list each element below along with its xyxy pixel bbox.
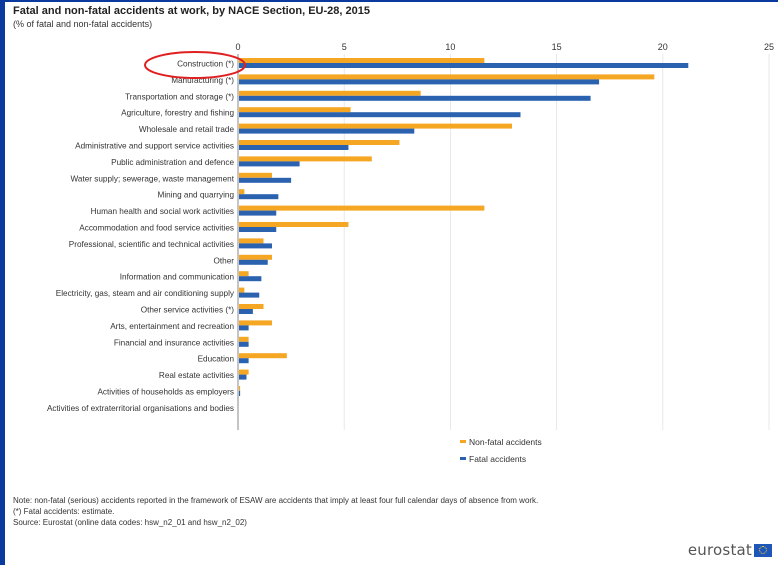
category-label: Information and communication bbox=[120, 273, 235, 282]
eu-flag-icon bbox=[754, 543, 772, 557]
category-label: Other service activities (*) bbox=[141, 306, 235, 315]
bar-fatal bbox=[239, 63, 689, 68]
bar-non-fatal bbox=[239, 58, 485, 63]
legend-swatch-non-fatal bbox=[460, 440, 466, 443]
category-label: Administrative and support service activ… bbox=[75, 142, 234, 151]
bar-non-fatal bbox=[239, 271, 249, 277]
bars bbox=[239, 58, 689, 396]
category-label: Real estate activities bbox=[159, 371, 234, 380]
bar-non-fatal bbox=[239, 304, 264, 309]
bar-non-fatal bbox=[239, 189, 245, 195]
bar-non-fatal bbox=[239, 386, 241, 391]
category-labels: Construction (*) Manufacturing (*) Transpo… bbox=[47, 60, 235, 413]
bar-fatal bbox=[239, 309, 253, 314]
chart-subtitle: (% of fatal and non-fatal accidents) bbox=[13, 19, 153, 29]
category-label: Arts, entertainment and recreation bbox=[110, 322, 234, 331]
bar-fatal bbox=[239, 227, 277, 232]
bar-fatal bbox=[239, 374, 247, 380]
bar-non-fatal bbox=[239, 90, 421, 96]
source-line: Source: Eurostat (online data codes: hsw… bbox=[13, 518, 247, 527]
bar-non-fatal bbox=[239, 107, 351, 113]
bar-fatal bbox=[239, 276, 262, 282]
bar-non-fatal bbox=[239, 287, 245, 293]
category-label: Professional, scientific and technical a… bbox=[69, 240, 234, 249]
legend-label-non-fatal: Non-fatal accidents bbox=[469, 437, 542, 447]
bar-fatal bbox=[239, 325, 249, 331]
bar-fatal bbox=[239, 161, 300, 167]
category-label: Public administration and defence bbox=[111, 158, 234, 167]
category-label: Construction (*) bbox=[177, 60, 234, 69]
construction-highlight-circle bbox=[144, 51, 246, 79]
category-label: Mining and quarrying bbox=[158, 191, 235, 200]
x-tick-label: 15 bbox=[552, 42, 562, 52]
notes: Note: non-fatal (serious) accidents repo… bbox=[13, 495, 538, 528]
bar-chart: 0 5 10 15 20 25 Construction (*) Manufacturing… bbox=[47, 42, 774, 464]
bar-fatal bbox=[239, 358, 249, 364]
category-label: Transportation and storage (*) bbox=[125, 92, 234, 101]
category-label: Manufacturing (*) bbox=[171, 76, 234, 85]
bar-non-fatal bbox=[239, 74, 655, 80]
bar-fatal bbox=[239, 210, 277, 216]
bar-non-fatal bbox=[239, 172, 272, 178]
x-tick-label: 20 bbox=[658, 42, 668, 52]
chart-panel: Fatal and non-fatal accidents at work, b… bbox=[5, 2, 778, 565]
eurostat-logo: eurostat bbox=[688, 541, 772, 559]
bar-fatal bbox=[239, 259, 268, 265]
bar-non-fatal bbox=[239, 369, 249, 375]
bar-non-fatal bbox=[239, 353, 287, 359]
x-tick-label: 5 bbox=[342, 42, 347, 52]
note-line: (*) Fatal accidents: estimate. bbox=[13, 507, 115, 516]
category-label: Electricity, gas, steam and air conditio… bbox=[56, 289, 235, 298]
x-tick-label: 0 bbox=[235, 42, 240, 52]
bar-fatal bbox=[239, 112, 521, 118]
legend: Non-fatal accidents Fatal accidents bbox=[460, 437, 542, 464]
category-label: Wholesale and retail trade bbox=[139, 125, 235, 134]
bar-fatal bbox=[239, 128, 415, 134]
category-label: Education bbox=[198, 355, 235, 364]
bar-fatal bbox=[239, 145, 349, 150]
category-label: Activities of extraterritorial organisat… bbox=[47, 404, 234, 413]
bar-fatal bbox=[239, 177, 292, 183]
bar-non-fatal bbox=[239, 254, 272, 260]
category-label: Activities of households as employers bbox=[97, 388, 234, 397]
bar-non-fatal bbox=[239, 336, 249, 342]
bar-fatal bbox=[239, 79, 600, 85]
bar-non-fatal bbox=[239, 222, 349, 227]
bar-fatal bbox=[239, 341, 249, 347]
bar-non-fatal bbox=[239, 123, 512, 129]
category-label: Accommodation and food service activitie… bbox=[79, 224, 234, 233]
category-label: Water supply; sewerage, waste management bbox=[70, 174, 234, 183]
bar-fatal bbox=[239, 194, 279, 200]
category-label: Other bbox=[214, 256, 235, 265]
category-label: Financial and insurance activities bbox=[114, 338, 234, 347]
chart-title: Fatal and non-fatal accidents at work, b… bbox=[13, 5, 370, 17]
note-line: Note: non-fatal (serious) accidents repo… bbox=[13, 496, 539, 505]
category-label: Human health and social work activities bbox=[91, 207, 234, 216]
bar-fatal bbox=[239, 391, 241, 396]
x-tick-label: 10 bbox=[445, 42, 455, 52]
legend-label-fatal: Fatal accidents bbox=[469, 454, 526, 464]
x-tick-label: 25 bbox=[764, 42, 774, 52]
bar-fatal bbox=[239, 243, 272, 249]
bar-fatal bbox=[239, 95, 591, 101]
category-label: Agriculture, forestry and fishing bbox=[121, 109, 234, 118]
bar-non-fatal bbox=[239, 238, 264, 244]
bar-non-fatal bbox=[239, 205, 485, 211]
bar-non-fatal bbox=[239, 156, 372, 162]
logo-text: eurostat bbox=[687, 541, 752, 559]
bar-fatal bbox=[239, 292, 260, 298]
bar-non-fatal bbox=[239, 320, 272, 326]
legend-swatch-fatal bbox=[460, 457, 466, 460]
bar-non-fatal bbox=[239, 140, 400, 145]
x-axis-ticks: 0 5 10 15 20 25 bbox=[235, 42, 774, 52]
